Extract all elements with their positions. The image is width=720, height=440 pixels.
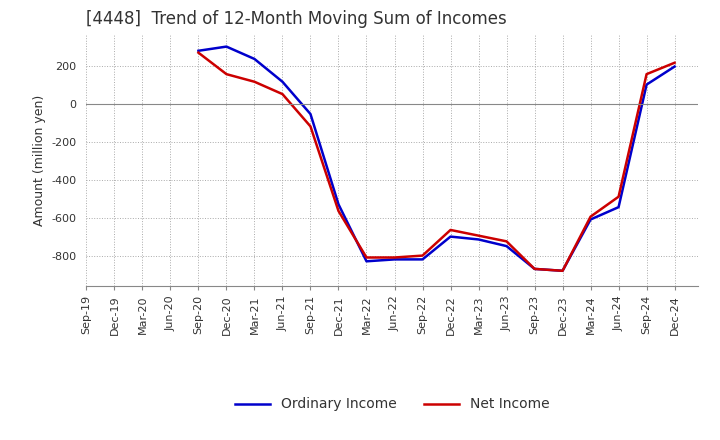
Net Income	[446, 227, 455, 233]
Net Income	[250, 79, 258, 84]
Line: Net Income: Net Income	[199, 53, 675, 271]
Legend: Ordinary Income, Net Income: Ordinary Income, Net Income	[230, 392, 555, 417]
Net Income	[418, 253, 427, 258]
Ordinary Income	[474, 237, 483, 242]
Ordinary Income	[418, 257, 427, 262]
Net Income	[558, 268, 567, 273]
Ordinary Income	[250, 56, 258, 62]
Ordinary Income	[306, 111, 315, 117]
Text: [4448]  Trend of 12-Month Moving Sum of Incomes: [4448] Trend of 12-Month Moving Sum of I…	[86, 10, 507, 28]
Net Income	[586, 214, 595, 219]
Net Income	[334, 208, 343, 213]
Net Income	[614, 194, 623, 199]
Ordinary Income	[503, 243, 511, 249]
Ordinary Income	[642, 82, 651, 87]
Ordinary Income	[530, 266, 539, 271]
Net Income	[670, 60, 679, 66]
Ordinary Income	[614, 205, 623, 210]
Net Income	[362, 255, 371, 260]
Ordinary Income	[278, 79, 287, 84]
Net Income	[194, 50, 203, 55]
Ordinary Income	[586, 217, 595, 222]
Line: Ordinary Income: Ordinary Income	[199, 47, 675, 271]
Y-axis label: Amount (million yen): Amount (million yen)	[33, 95, 46, 226]
Ordinary Income	[362, 259, 371, 264]
Ordinary Income	[334, 202, 343, 207]
Ordinary Income	[390, 257, 399, 262]
Ordinary Income	[558, 268, 567, 273]
Ordinary Income	[446, 234, 455, 239]
Net Income	[530, 266, 539, 271]
Ordinary Income	[670, 64, 679, 69]
Net Income	[474, 233, 483, 238]
Net Income	[642, 72, 651, 77]
Ordinary Income	[194, 48, 203, 53]
Net Income	[390, 255, 399, 260]
Net Income	[503, 239, 511, 244]
Net Income	[306, 124, 315, 129]
Net Income	[222, 72, 231, 77]
Net Income	[278, 92, 287, 97]
Ordinary Income	[222, 44, 231, 49]
